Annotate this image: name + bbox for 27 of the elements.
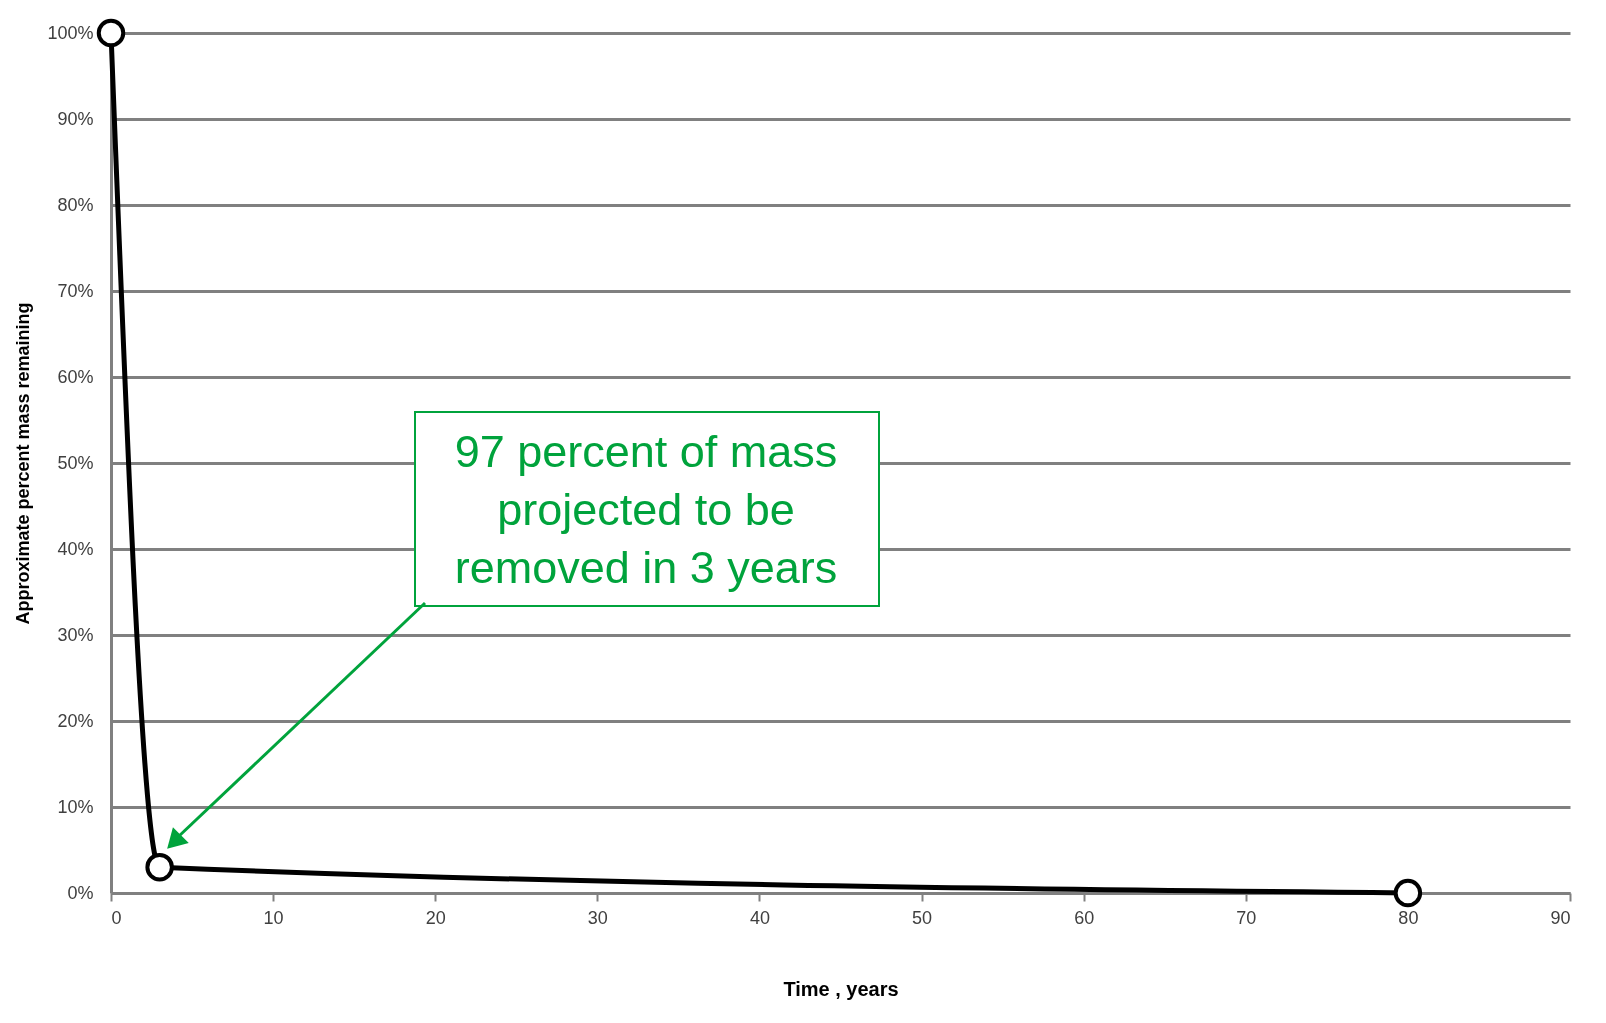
y-tick-label: 10% — [57, 796, 94, 817]
y-axis-title: Approximate percent mass remaining — [13, 302, 34, 625]
x-tick-label: 0 — [111, 907, 122, 928]
point — [145, 852, 174, 882]
x-tick-label: 40 — [749, 907, 770, 928]
point — [96, 18, 126, 48]
x-axis-title: Time , years — [783, 977, 899, 1000]
y-tick-label: 80% — [57, 194, 94, 215]
y-tick-label: 0% — [67, 882, 94, 903]
annotation: 97 percent of mass projected to be removed in 3 years — [454, 426, 838, 593]
x-tick-label: 30 — [587, 907, 608, 928]
y-tick-label: 90% — [57, 108, 94, 129]
x-tick-label: 80 — [1398, 907, 1419, 928]
x-tick-label: 50 — [912, 907, 933, 928]
y-tick-label: 20% — [57, 710, 94, 731]
x-tick-label: 60 — [1074, 907, 1095, 928]
x-tick-label: 70 — [1236, 907, 1257, 928]
x-tick-label: 20 — [425, 907, 446, 928]
y-tick-label: 30% — [57, 624, 94, 645]
point — [1393, 878, 1423, 908]
y-tick-label: 40% — [57, 538, 94, 559]
y-tick-label: 60% — [57, 366, 94, 387]
x-tick-label: 90 — [1550, 907, 1571, 928]
y-tick-label: 70% — [57, 280, 94, 301]
y-tick-label: 50% — [57, 452, 94, 473]
x-tick-label: 10 — [263, 907, 284, 928]
y-tick-label: 100% — [47, 22, 94, 43]
